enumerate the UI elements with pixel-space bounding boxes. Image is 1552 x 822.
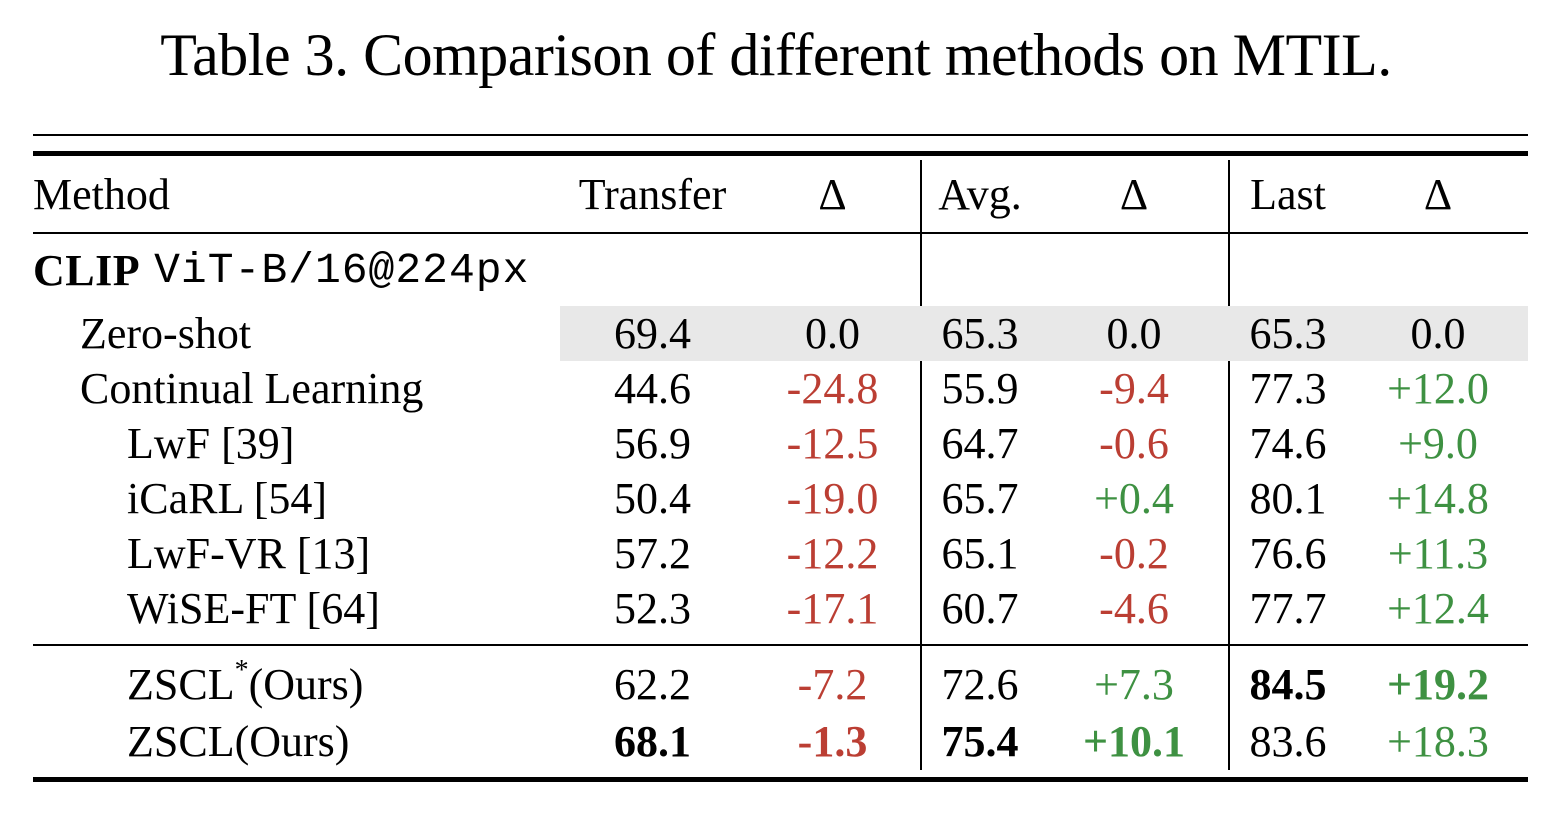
cell-transfer: 52.3 bbox=[614, 584, 691, 633]
table-row-zscl-star: ZSCL * (Ours) 62.2 -7.2 72.6 +7.3 84.5 +1… bbox=[33, 656, 1528, 713]
cell-last: 84.5 bbox=[1249, 660, 1327, 709]
cell-avg: 75.4 bbox=[941, 717, 1019, 766]
bottom-rule bbox=[33, 777, 1528, 782]
method-label: Zero-shot bbox=[80, 309, 252, 358]
cell-delta-transfer: -7.2 bbox=[797, 660, 868, 709]
cell-delta-avg: -0.2 bbox=[1099, 529, 1169, 578]
cell-transfer: 69.4 bbox=[560, 306, 745, 361]
cell-transfer: 68.1 bbox=[614, 717, 691, 766]
cell-avg: 65.7 bbox=[941, 474, 1019, 523]
section-gap bbox=[33, 636, 1528, 656]
cell-last: 83.6 bbox=[1249, 717, 1327, 766]
cell-transfer: 44.6 bbox=[614, 364, 691, 413]
col-header-delta-last: Δ bbox=[1423, 169, 1453, 219]
table-header-row: Method Transfer Δ Avg. Δ Last Δ bbox=[33, 156, 1528, 232]
cell-delta-last: 0.0 bbox=[1348, 306, 1528, 361]
cell-delta-avg: -9.4 bbox=[1099, 364, 1169, 413]
cell-delta-last: +14.8 bbox=[1387, 474, 1489, 523]
cell-delta-last: +9.0 bbox=[1398, 419, 1478, 468]
cell-delta-transfer: -19.0 bbox=[786, 474, 879, 523]
col-header-transfer: Transfer bbox=[578, 169, 727, 219]
cell-delta-last: +12.0 bbox=[1387, 364, 1489, 413]
cell-delta-transfer: 0.0 bbox=[745, 306, 920, 361]
cell-delta-transfer: -12.2 bbox=[786, 529, 879, 578]
cell-delta-avg: -0.6 bbox=[1099, 419, 1169, 468]
cell-delta-avg: +0.4 bbox=[1094, 474, 1174, 523]
cell-transfer: 62.2 bbox=[614, 660, 691, 709]
cell-avg: 65.3 bbox=[920, 306, 1040, 361]
cell-last: 74.6 bbox=[1249, 419, 1327, 468]
table-row-zscl: ZSCL (Ours) 68.1 -1.3 75.4 +10.1 83.6 +1… bbox=[33, 713, 1528, 770]
method-label: WiSE-FT [64] bbox=[127, 584, 380, 633]
cell-delta-transfer: -12.5 bbox=[786, 419, 879, 468]
cell-avg: 60.7 bbox=[941, 584, 1019, 633]
header-rule bbox=[33, 232, 1528, 234]
cell-avg: 64.7 bbox=[941, 419, 1019, 468]
cell-last: 80.1 bbox=[1249, 474, 1327, 523]
cell-delta-avg: -4.6 bbox=[1099, 584, 1169, 633]
cell-transfer: 57.2 bbox=[614, 529, 691, 578]
cell-delta-avg: +10.1 bbox=[1082, 717, 1186, 766]
cell-last: 77.3 bbox=[1249, 364, 1327, 413]
cell-last: 76.6 bbox=[1249, 529, 1327, 578]
cell-avg: 65.1 bbox=[941, 529, 1019, 578]
cell-delta-transfer: -17.1 bbox=[786, 584, 879, 633]
group-row-clip: CLIP ViT-B/16@224px bbox=[33, 234, 1528, 306]
table-row-wise-ft: WiSE-FT [64] 52.3 -17.1 60.7 -4.6 77.7 +… bbox=[33, 581, 1528, 636]
table-caption: Table 3. Comparison of different methods… bbox=[160, 22, 1392, 88]
cell-delta-avg: +7.3 bbox=[1094, 660, 1174, 709]
method-label: LwF-VR [13] bbox=[127, 529, 371, 578]
clip-label: CLIP bbox=[33, 245, 141, 295]
mtil-comparison-table: Method Transfer Δ Avg. Δ Last Δ CLIP ViT… bbox=[33, 134, 1528, 794]
table-body: CLIP ViT-B/16@224px Zero-shot 69.4 0.0 6… bbox=[33, 234, 1528, 770]
cell-last: 77.7 bbox=[1249, 584, 1327, 633]
cell-avg: 72.6 bbox=[941, 660, 1019, 709]
cell-delta-transfer: -24.8 bbox=[786, 364, 879, 413]
cell-delta-avg: 0.0 bbox=[1040, 306, 1228, 361]
col-header-last: Last bbox=[1250, 169, 1326, 219]
ours-section: ZSCL * (Ours) 62.2 -7.2 72.6 +7.3 84.5 +1… bbox=[33, 656, 1528, 770]
cell-last: 65.3 bbox=[1228, 306, 1348, 361]
method-label: LwF [39] bbox=[127, 419, 295, 468]
method-label: iCaRL [54] bbox=[127, 474, 327, 523]
table-row-continual-learning: Continual Learning 44.6 -24.8 55.9 -9.4 … bbox=[33, 361, 1528, 416]
clip-model-code: ViT-B/16@224px bbox=[154, 245, 530, 295]
cell-delta-last: +11.3 bbox=[1387, 529, 1489, 578]
cell-avg: 55.9 bbox=[941, 364, 1019, 413]
column-divider-avg bbox=[920, 160, 922, 770]
col-header-delta-avg: Δ bbox=[1119, 169, 1149, 219]
cell-delta-transfer: -1.3 bbox=[797, 717, 868, 766]
cell-delta-last: +18.3 bbox=[1387, 717, 1489, 766]
method-label: Continual Learning bbox=[80, 364, 424, 413]
column-divider-last bbox=[1228, 160, 1230, 770]
cell-transfer: 56.9 bbox=[614, 419, 691, 468]
method-label: ZSCL (Ours) bbox=[127, 717, 350, 766]
cell-transfer: 50.4 bbox=[614, 474, 691, 523]
method-label: ZSCL * (Ours) bbox=[127, 654, 364, 709]
cell-delta-last: +19.2 bbox=[1386, 660, 1490, 709]
top-rule-thin bbox=[33, 134, 1528, 136]
table-row-icarl: iCaRL [54] 50.4 -19.0 65.7 +0.4 80.1 +14… bbox=[33, 471, 1528, 526]
cell-delta-last: +12.4 bbox=[1387, 584, 1489, 633]
col-header-avg: Avg. bbox=[938, 169, 1022, 219]
top-rule-thick bbox=[33, 151, 1528, 156]
table-row-lwf: LwF [39] 56.9 -12.5 64.7 -0.6 74.6 +9.0 bbox=[33, 416, 1528, 471]
col-header-method: Method bbox=[33, 169, 170, 219]
table-row-lwf-vr: LwF-VR [13] 57.2 -12.2 65.1 -0.2 76.6 +1… bbox=[33, 526, 1528, 581]
table-row-zero-shot: Zero-shot 69.4 0.0 65.3 0.0 65.3 0.0 bbox=[33, 306, 1528, 361]
col-header-delta-transfer: Δ bbox=[818, 169, 847, 219]
mid-rule bbox=[33, 644, 1528, 646]
